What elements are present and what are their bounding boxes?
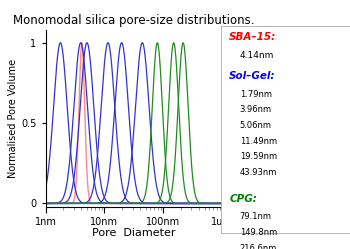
Text: 216.6nm: 216.6nm <box>240 244 277 249</box>
Text: 1.79nm: 1.79nm <box>240 90 272 99</box>
Text: 3.96nm: 3.96nm <box>240 105 272 114</box>
Y-axis label: Normalised Pore Volume: Normalised Pore Volume <box>8 59 18 178</box>
X-axis label: Pore  Diameter: Pore Diameter <box>92 229 176 239</box>
Text: 11.49nm: 11.49nm <box>240 137 277 146</box>
Text: SBA–15:: SBA–15: <box>229 32 276 42</box>
Text: 43.93nm: 43.93nm <box>240 168 277 177</box>
Text: 4.14nm: 4.14nm <box>240 51 274 60</box>
Title: Monomodal silica pore-size distributions.: Monomodal silica pore-size distributions… <box>13 14 255 27</box>
Text: 149.8nm: 149.8nm <box>240 228 277 237</box>
Text: 79.1nm: 79.1nm <box>240 212 272 221</box>
Text: 19.59nm: 19.59nm <box>240 152 277 161</box>
Text: Sol–Gel:: Sol–Gel: <box>229 71 276 81</box>
Text: CPG:: CPG: <box>229 194 257 204</box>
Text: 5.06nm: 5.06nm <box>240 121 272 130</box>
